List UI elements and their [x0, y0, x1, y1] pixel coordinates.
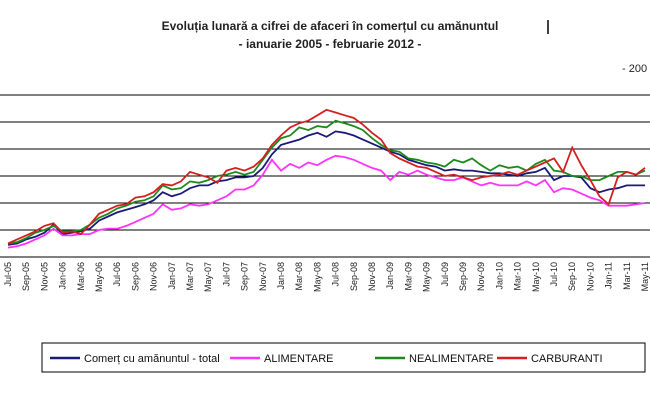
x-tick-label: May-09: [422, 262, 432, 292]
x-tick-label: Jul-07: [221, 262, 231, 287]
x-tick-label: Nov-08: [367, 262, 377, 291]
x-tick-label: Mar-08: [294, 262, 304, 291]
legend-label: Comerț cu amănuntul - total: [84, 353, 220, 365]
x-tick-label: Sep-08: [349, 262, 359, 291]
series-line: [7, 119, 646, 245]
note: - 200: [622, 63, 647, 75]
series-line: [7, 130, 645, 246]
x-tick-label: Mar-09: [403, 262, 413, 291]
x-tick-label: Jul-08: [331, 262, 341, 287]
legend-label: NEALIMENTARE: [409, 353, 494, 365]
x-tick-label: Jan-08: [276, 262, 286, 290]
x-tick-label: Jan-10: [494, 262, 504, 290]
x-tick-label: Sep-06: [130, 262, 140, 291]
x-tick-label: Jan-11: [604, 262, 614, 289]
x-tick-label: Jul-10: [549, 262, 559, 287]
x-tick-label: Mar-11: [622, 262, 632, 290]
x-tick-label: Sep-09: [458, 262, 468, 291]
x-tick-label: Jan-09: [385, 262, 395, 290]
x-tick-label: May-07: [203, 262, 213, 292]
x-tick-label: Sep-10: [567, 262, 577, 291]
x-tick-label: Mar-06: [76, 262, 86, 291]
x-tick-label: Jul-05: [3, 262, 13, 287]
legend-label: ALIMENTARE: [264, 353, 333, 365]
chart-title: Evoluția lunară a cifrei de afaceri în c…: [162, 19, 499, 33]
legend-label: CARBURANTI: [531, 353, 603, 365]
x-tick-label: Jan-07: [167, 262, 177, 290]
x-tick-label: May-10: [531, 262, 541, 292]
x-tick-label: Mar-10: [513, 262, 523, 291]
x-tick-label: Jan-06: [58, 262, 68, 290]
chart-subtitle: - ianuarie 2005 - februarie 2012 -: [239, 37, 422, 51]
series-line: [7, 154, 646, 249]
x-tick-label: Sep-05: [21, 262, 31, 291]
x-tick-label: May-06: [94, 262, 104, 292]
x-tick-label: Sep-07: [240, 262, 250, 291]
x-tick-label: May-08: [312, 262, 322, 292]
x-tick-label: Jul-09: [440, 262, 450, 287]
x-tick-label: Nov-06: [149, 262, 159, 291]
x-tick-label: Jul-06: [112, 262, 122, 287]
legend-box: [41, 342, 646, 373]
x-tick-label: Nov-09: [476, 262, 486, 291]
series-line: [7, 108, 646, 245]
x-tick-label: Mar-07: [185, 262, 195, 291]
x-tick-label: Nov-10: [585, 262, 595, 291]
x-tick-label: Nov-05: [39, 262, 49, 291]
x-tick-label: Nov-07: [258, 262, 268, 291]
x-tick-label: May-11: [640, 262, 650, 291]
